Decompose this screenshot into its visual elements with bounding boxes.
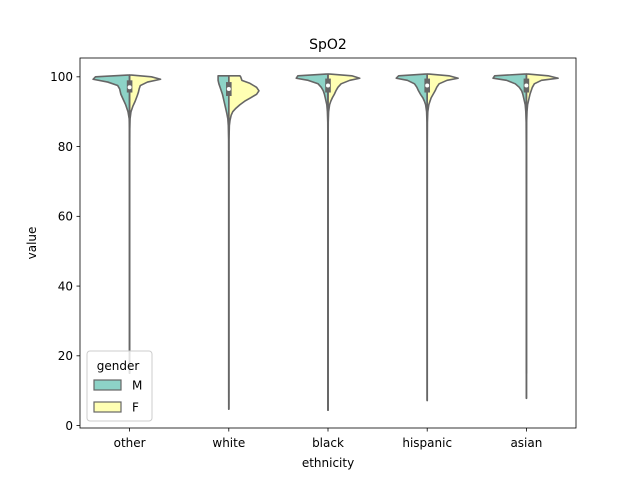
median-marker-other <box>127 85 132 90</box>
legend-label-F: F <box>132 401 139 415</box>
y-tick-label-40: 40 <box>58 279 73 293</box>
y-tick-label-0: 0 <box>65 419 73 433</box>
y-tick-label-60: 60 <box>58 210 73 224</box>
violin-hispanic-M <box>395 73 428 402</box>
y-tick-label-20: 20 <box>58 349 73 363</box>
violin-asian-M <box>492 73 528 375</box>
violin-other-F <box>128 74 162 375</box>
median-marker-black <box>326 83 330 88</box>
violin-asian-F <box>525 73 559 400</box>
legend-swatch-M <box>93 379 122 391</box>
violin-white-F <box>228 74 260 410</box>
x-tick-label-other: other <box>114 436 146 450</box>
x-axis-label: ethnicity <box>302 456 354 470</box>
legend: gender MF <box>86 350 153 422</box>
legend-label-M: M <box>132 379 142 393</box>
violin-white-M <box>217 74 230 410</box>
chart-title: SpO2 <box>309 37 347 53</box>
violin-other-M <box>92 74 131 375</box>
violin-black-F <box>327 73 361 412</box>
x-tick-label-hispanic: hispanic <box>402 436 452 450</box>
axes: 0 20 40 60 80 100 other white black hispanic asian <box>50 57 577 450</box>
x-tick-label-asian: asian <box>510 436 542 450</box>
plot-area <box>92 73 559 412</box>
median-marker-white <box>226 87 231 92</box>
median-marker-hispanic <box>425 83 430 88</box>
legend-title: gender <box>97 359 140 373</box>
legend-swatch-F <box>93 401 122 413</box>
median-marker-asian <box>524 83 529 88</box>
y-tick-label-80: 80 <box>58 140 73 154</box>
x-tick-label-black: black <box>312 436 344 450</box>
x-tick-label-white: white <box>212 436 245 450</box>
y-tick-label-100: 100 <box>50 70 73 84</box>
y-axis-label: value <box>25 227 39 260</box>
violin-black-M <box>295 73 329 412</box>
violin-hispanic-F <box>426 73 459 402</box>
